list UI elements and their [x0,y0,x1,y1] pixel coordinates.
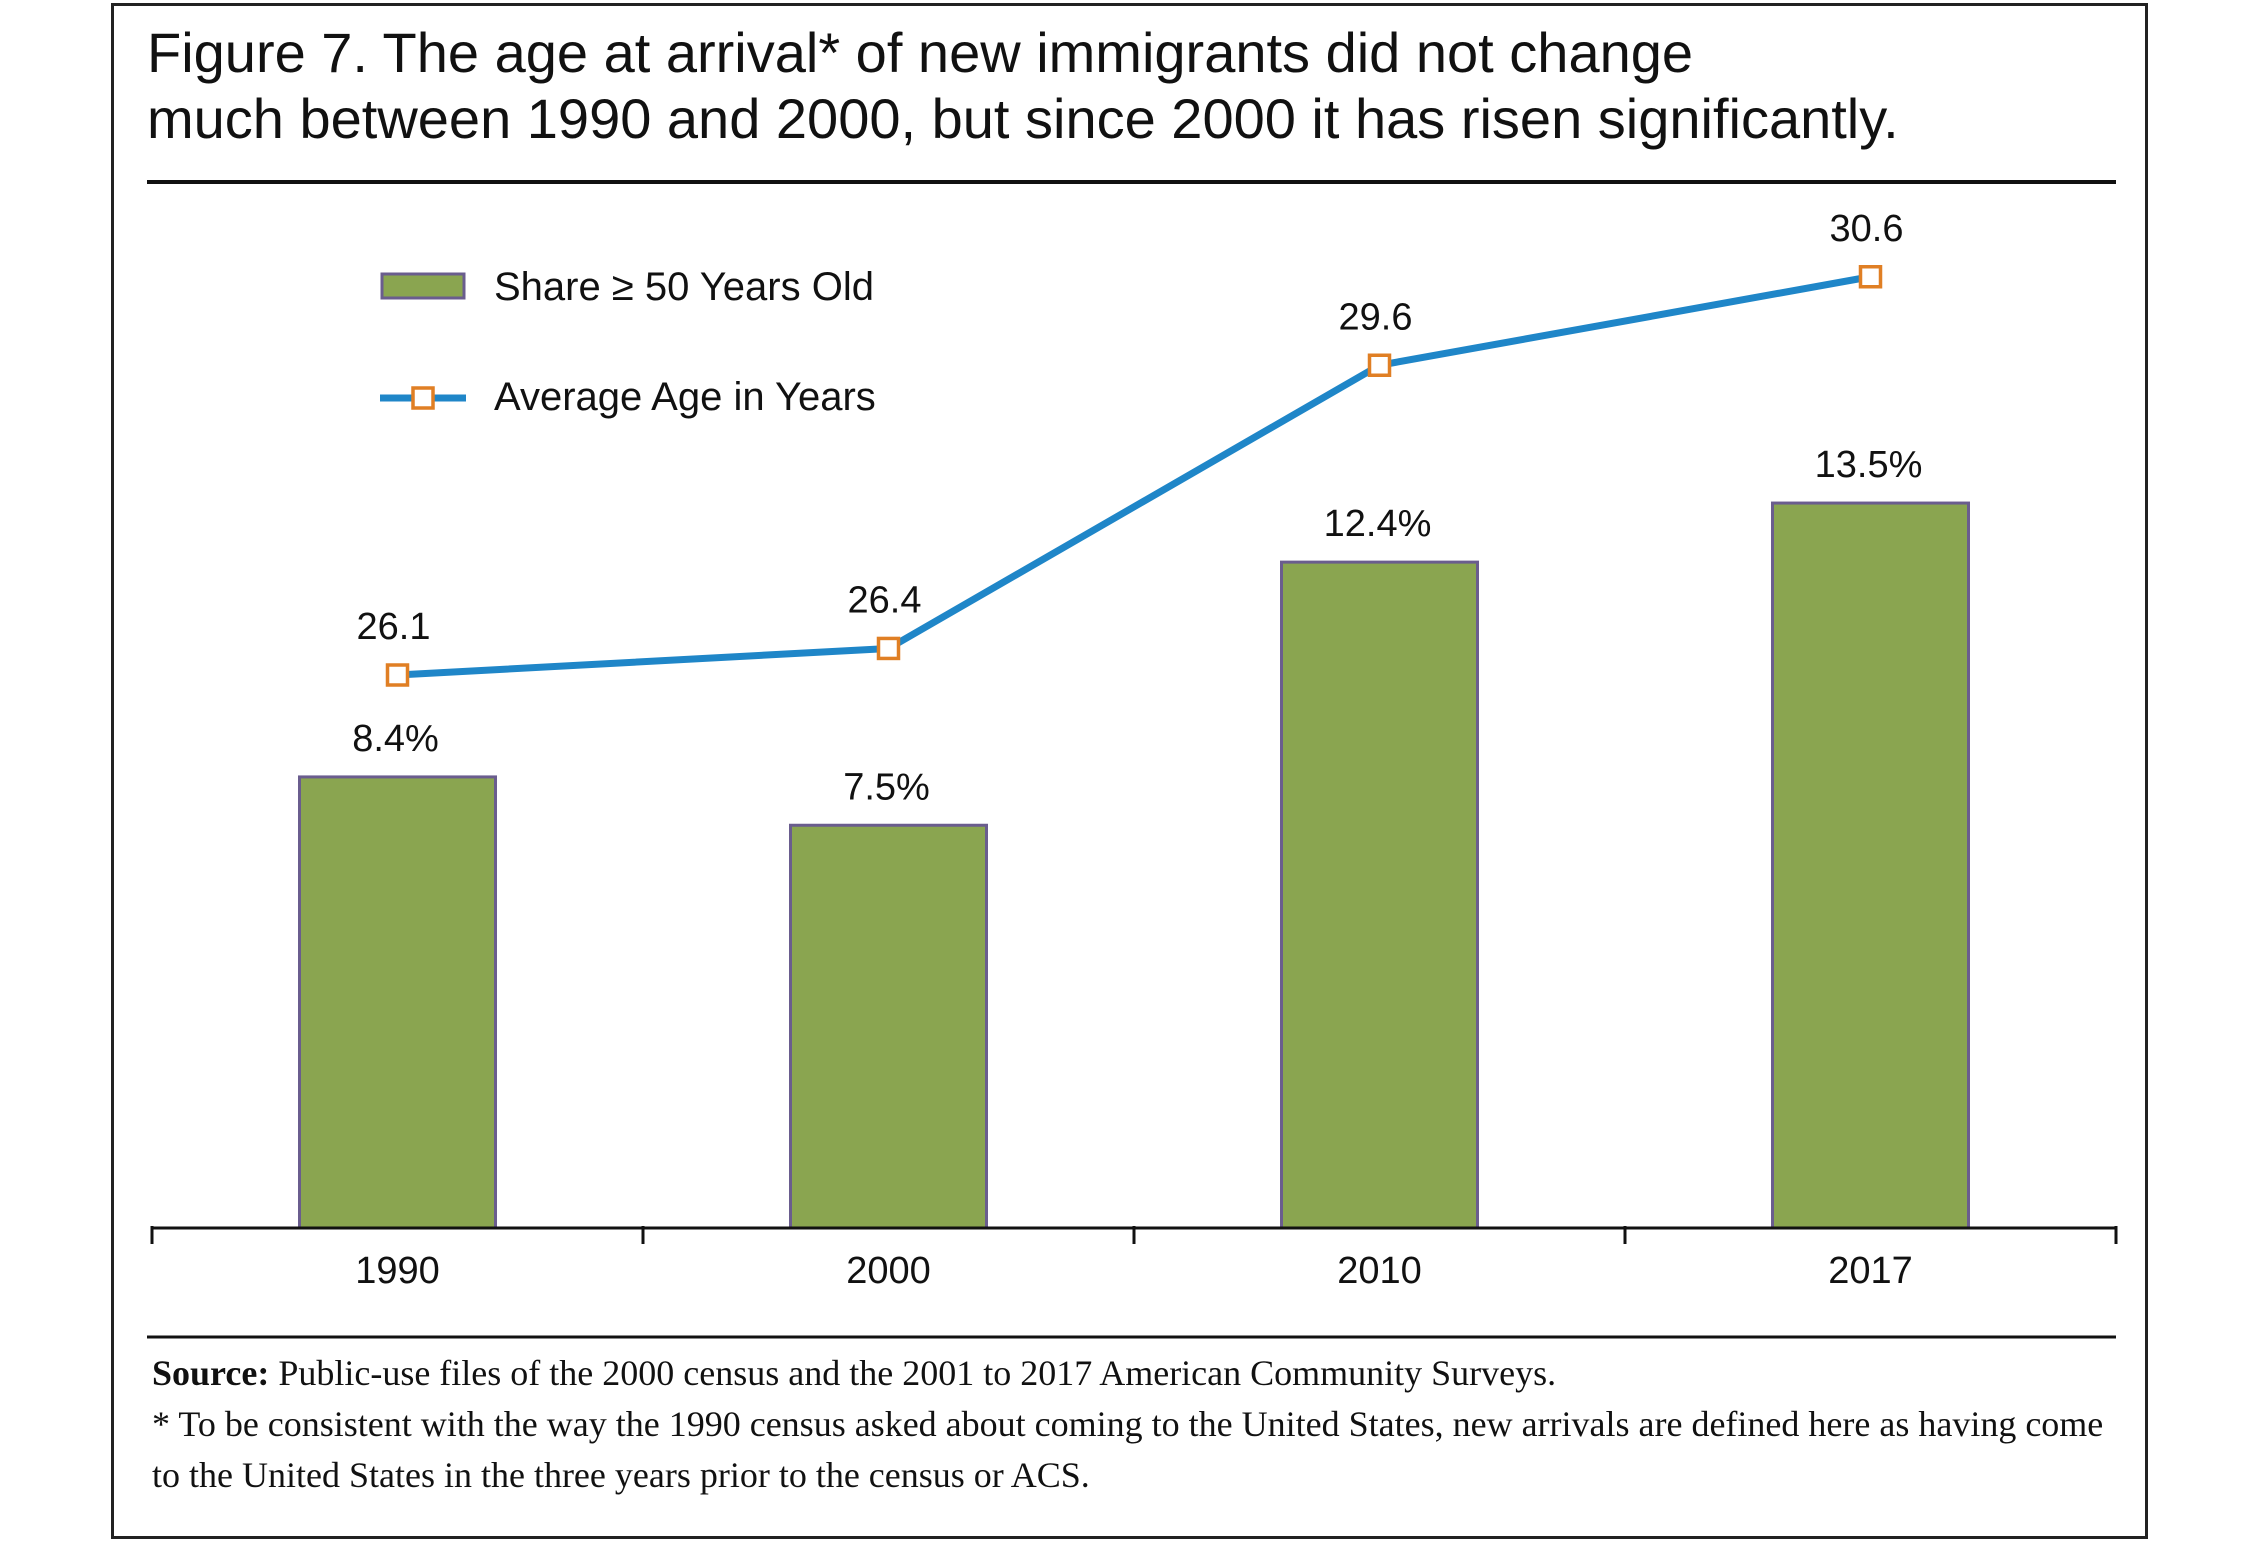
figure-title: Figure 7. The age at arrival* of new imm… [147,20,2107,152]
legend-marker-swatch [411,386,435,410]
line-value-label: 30.6 [1830,208,1904,250]
legend: Share ≥ 50 Years Old Average Age in Year… [380,265,876,419]
line-point-marker [385,663,410,687]
category-label: 2010 [1337,1250,1422,1292]
bar-value-label: 7.5% [843,766,930,808]
bar-1990 [298,775,497,1230]
legend-bar-label: Share ≥ 50 Years Old [494,265,874,309]
title-line-1: Figure 7. The age at arrival* of new imm… [147,21,1694,84]
source-text: Public-use files of the 2000 census and … [269,1353,1557,1393]
line-value-label: 26.1 [357,606,431,648]
bars-layer: 8.4% 7.5% 12.4% 13.5% [298,444,1970,1230]
bar-value-label: 8.4% [352,718,439,760]
bar-value-label: 13.5% [1815,444,1923,486]
line-point-marker [876,636,901,661]
average-age-line [397,273,1872,679]
legend-line-label: Average Age in Years [494,375,876,419]
title-line-2: much between 1990 and 2000, but since 20… [147,87,1899,150]
legend-bar-swatch [380,272,466,300]
category-label: 2017 [1828,1250,1913,1292]
line-point-marker [1367,353,1392,377]
bar-2010 [1280,560,1479,1230]
x-axis: 1990 2000 2010 2017 [150,1226,2118,1292]
line-value-label: 29.6 [1339,296,1413,338]
line-point-marker [1858,265,1883,289]
bar-2017 [1771,501,1970,1230]
notes: Source: Public-use files of the 2000 cen… [152,1348,2122,1501]
bar-2000 [789,823,988,1230]
category-label: 1990 [355,1250,440,1292]
source-note: Source: Public-use files of the 2000 cen… [152,1348,2122,1399]
category-label: 2000 [846,1250,931,1292]
line-value-label: 26.4 [848,579,922,621]
line-layer: 26.1 26.4 29.6 30.6 [357,208,1904,687]
bar-value-label: 12.4% [1324,503,1432,545]
source-label: Source: [152,1353,270,1393]
footnote: * To be consistent with the way the 1990… [152,1404,2104,1495]
